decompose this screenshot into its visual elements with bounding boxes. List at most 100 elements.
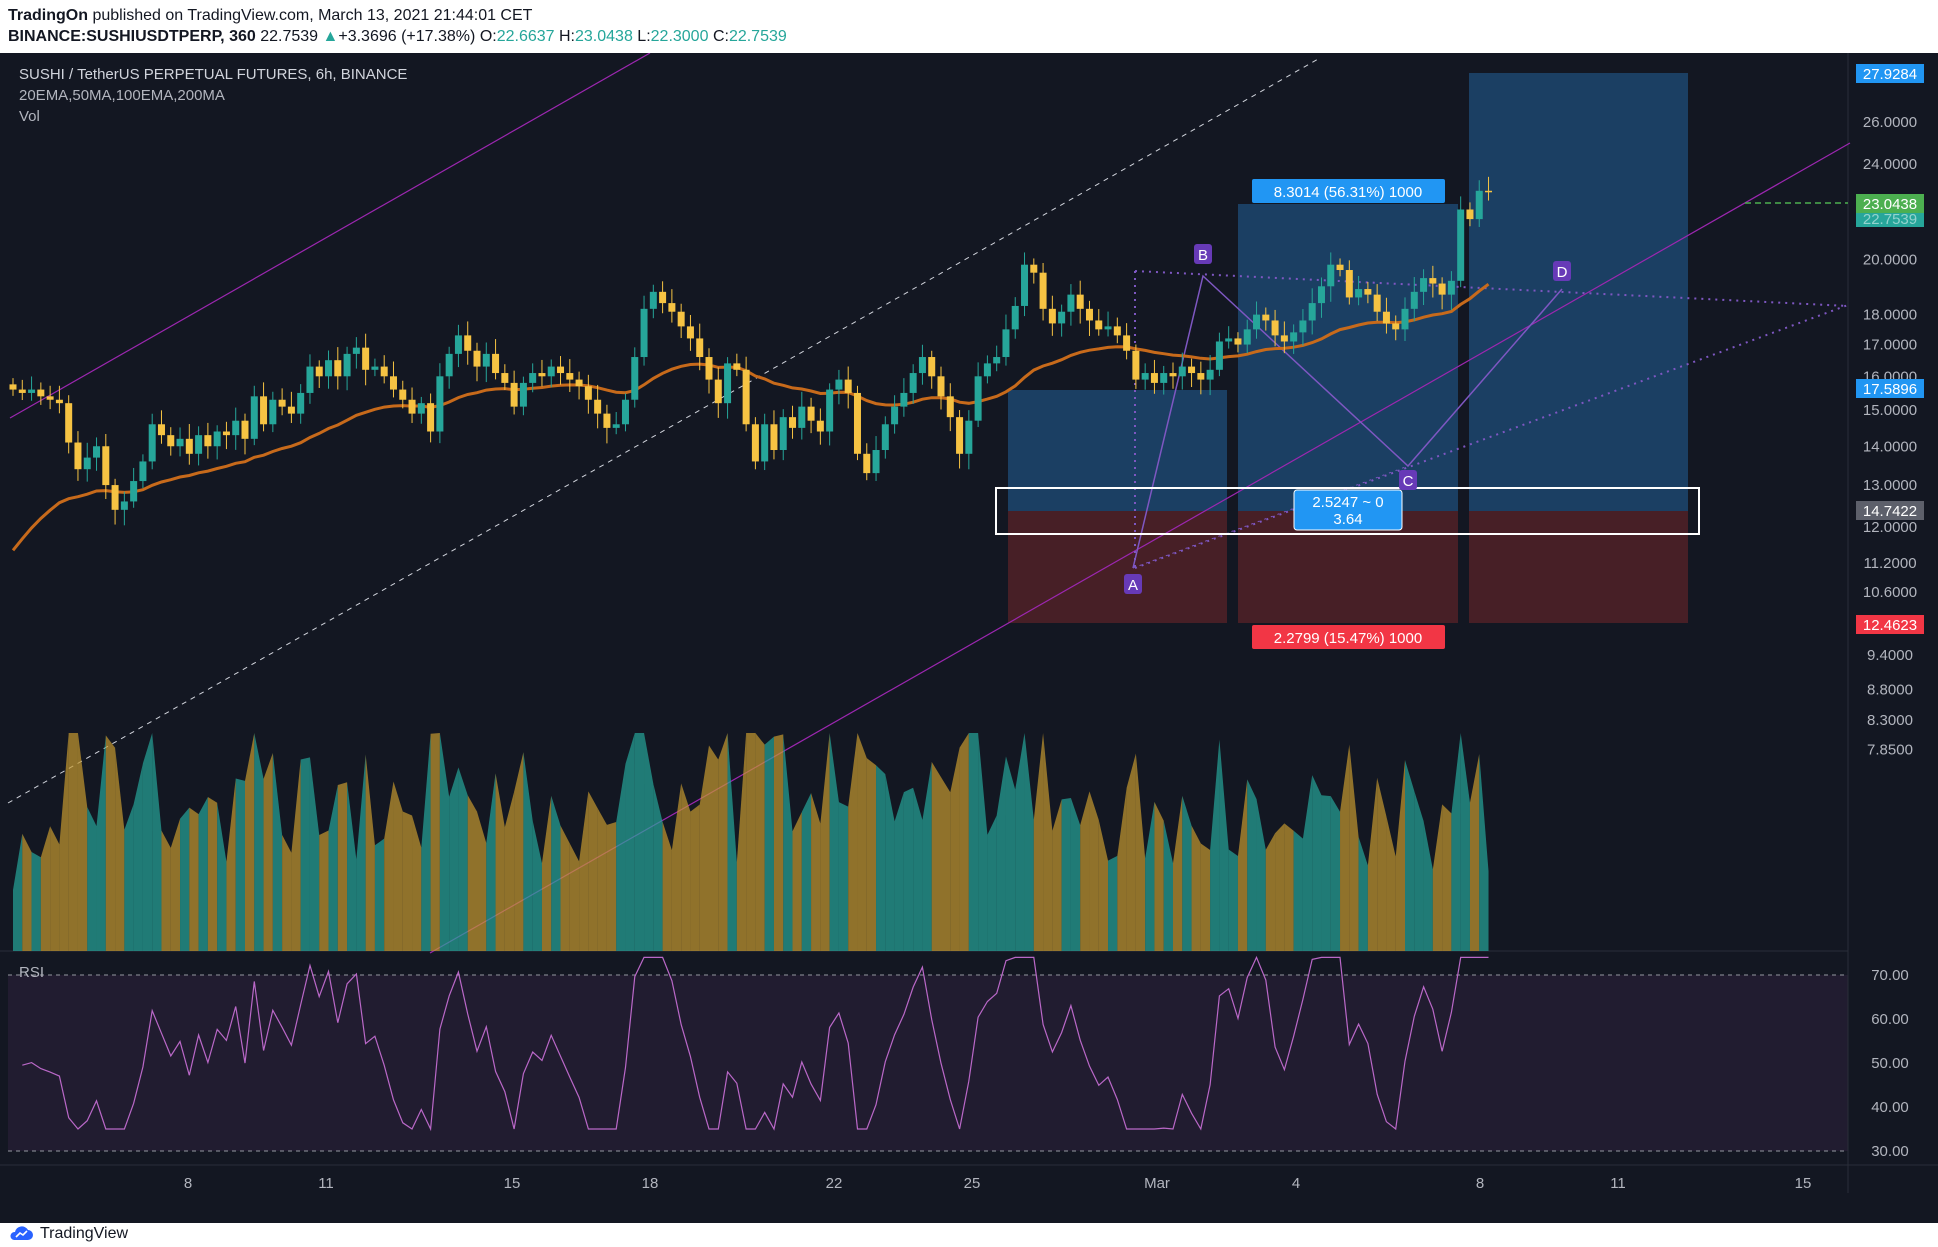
legend-indicators[interactable]: 20EMA,50MA,100EMA,200MA [19,87,225,104]
time-tick: 15 [1795,1175,1812,1192]
candle-body [371,366,379,370]
candle-body [1401,308,1409,330]
volume-segment [328,785,338,951]
close-value: 22.7539 [728,28,787,45]
candle [510,370,518,415]
candle-body [195,435,203,454]
candle-body [334,360,342,377]
tradingview-logo[interactable]: TradingView [8,1225,128,1243]
candle [937,366,945,410]
time-axis[interactable]: 8 11 15 18 22 25 Mar 4 8 11 15 [184,1175,1812,1192]
candle-body [1141,373,1149,380]
price-axis[interactable]: 26.000024.000022.000020.000018.000017.00… [1863,114,1917,758]
volume-segment [931,761,941,951]
volume-segment [838,802,849,951]
volume-segment [1386,816,1396,951]
legend-rsi[interactable]: RSI [19,964,45,981]
box-label-line2: 3.64 [1333,511,1362,528]
candle [1039,263,1047,321]
candle-body [436,376,444,432]
candle [1355,275,1363,306]
volume-segment [1265,833,1276,951]
chart-area[interactable]: 26.000024.000022.000020.000018.000017.00… [0,53,1938,1223]
volume-segment [773,734,784,951]
volume-segment [254,733,264,951]
candle [575,371,583,400]
volume-segment [644,733,654,951]
volume-segment [374,838,385,951]
candle [1271,309,1279,347]
candle-body [399,389,407,400]
candle-body [575,379,583,387]
volume-segment [551,795,561,951]
candle [631,347,639,408]
stop-tag: 12.4623 [1863,617,1917,634]
time-tick: 8 [184,1175,192,1192]
candle-body [761,424,769,462]
candle [696,323,704,371]
candle-body [1058,311,1066,324]
candle-body [297,392,305,414]
point-a-label: A [1128,577,1138,594]
candle [1160,365,1168,395]
legend-title[interactable]: SUSHI / TetherUS PERPETUAL FUTURES, 6h, … [19,66,408,83]
candle-body [1123,335,1131,351]
volume-segment [402,811,413,951]
rsi-band [8,975,1848,1151]
candle-body [612,424,620,428]
volume-segment [1237,779,1248,951]
candle [621,393,629,432]
candle [742,356,750,432]
candle-body [1030,264,1038,273]
level2-tag: 14.7422 [1863,503,1917,520]
candle-body [1308,303,1316,321]
ema-layer [11,282,1490,552]
volume-segment [727,733,737,951]
candles-layer [9,176,1493,526]
abcd-pattern [1132,274,1563,569]
candle [222,421,230,450]
rsi-tick: 40.00 [1871,1099,1909,1116]
price-tick: 8.3000 [1867,712,1913,729]
candle-body [1466,209,1474,220]
volume-segment [755,733,765,951]
candle-body [46,396,54,400]
chart-canvas[interactable]: 26.000024.000022.000020.000018.000017.00… [0,53,1938,1223]
volume-segment [458,767,468,951]
price-tick: 18.0000 [1863,307,1917,324]
candle-body [1336,264,1344,271]
candle-body [241,420,249,439]
volume-segment [1117,787,1127,951]
candle-body [380,366,388,377]
volume-segment [523,752,533,951]
candle-body [918,357,926,374]
candle-body [93,446,101,458]
candle [612,412,620,435]
candle-body [482,353,490,367]
candle [204,422,212,459]
volume-segment [282,834,292,951]
author-name[interactable]: TradingOn [8,7,88,24]
volume-segment [77,733,88,951]
volume-segment [662,821,672,951]
candle [529,363,537,393]
candle [1466,202,1474,227]
point-b-label: B [1198,247,1208,264]
candle [1095,309,1103,336]
volume-segment [1469,753,1480,951]
triangle-lower-line [1134,304,1849,569]
volume-segment [690,804,700,951]
candle [1104,311,1112,337]
legend-volume[interactable]: Vol [19,108,40,125]
candle-body [965,420,973,454]
open-label: O: [479,28,497,45]
candle [315,360,323,388]
candle-body [1243,329,1251,345]
rsi-axis[interactable]: 70.00 60.00 50.00 40.00 30.00 [1871,967,1909,1160]
last-under-tag-bg [1856,209,1924,227]
candle-body [250,396,258,439]
volume-segment [161,830,171,951]
candle [659,281,667,314]
candle [779,409,787,461]
candle-body [510,382,518,407]
